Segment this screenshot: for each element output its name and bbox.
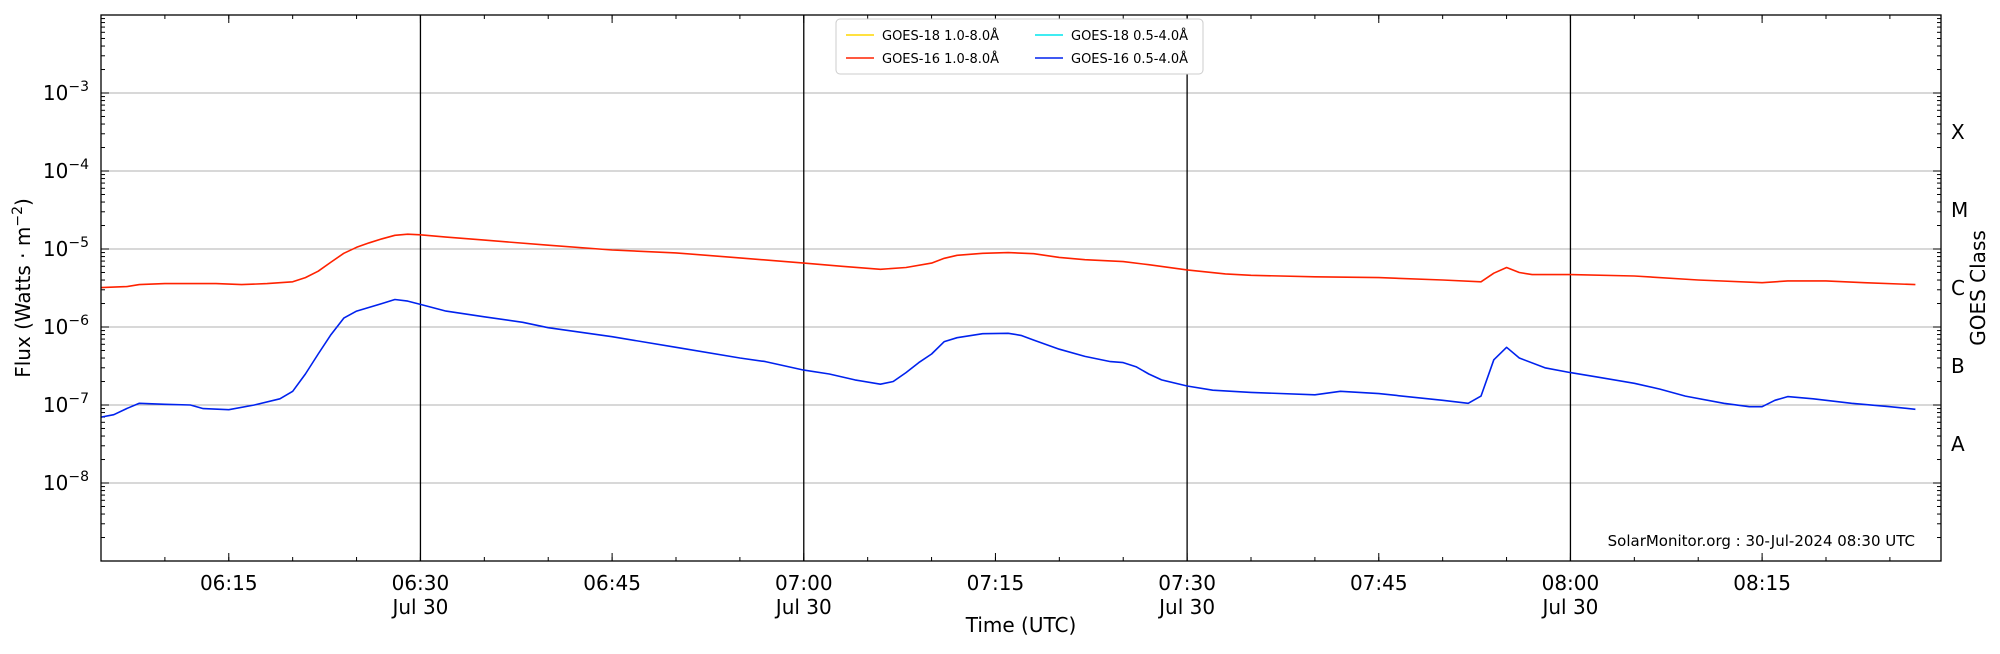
x-tick-label: 06:45 <box>583 571 641 595</box>
legend-entry: GOES-18 0.5-4.0Å <box>1071 28 1188 44</box>
y-tick-label: 10−8 <box>43 469 89 495</box>
x-tick-label: 08:00 <box>1542 571 1600 595</box>
right-axis-title: GOES Class <box>1966 230 1990 346</box>
legend-entry: GOES-16 1.0-8.0Å <box>882 51 999 67</box>
series-line <box>100 298 1916 418</box>
y-axis-title: Flux (Watts · m−2) <box>10 198 35 378</box>
goes-class-label: C <box>1951 276 1965 300</box>
x-tick-label: 06:15 <box>200 571 258 595</box>
x-tick-sublabel: Jul 30 <box>774 595 832 619</box>
watermark-text: SolarMonitor.org : 30-Jul-2024 08:30 UTC <box>1608 532 1915 550</box>
goes-class-label: M <box>1951 198 1968 222</box>
x-tick-sublabel: Jul 30 <box>1540 595 1598 619</box>
x-tick-label: 07:45 <box>1350 571 1408 595</box>
x-tick-label: 08:15 <box>1733 571 1791 595</box>
x-tick-sublabel: Jul 30 <box>390 595 448 619</box>
legend: GOES-18 1.0-8.0Å GOES-16 1.0-8.0Å GOES-18 … <box>835 18 1204 75</box>
series-line <box>100 233 1916 289</box>
x-tick-label: 06:30 <box>392 571 450 595</box>
legend-entry: GOES-16 0.5-4.0Å <box>1071 51 1188 67</box>
x-tick-label: 07:30 <box>1158 571 1216 595</box>
x-tick-label: 07:00 <box>775 571 833 595</box>
y-tick-label: 10−6 <box>43 313 89 339</box>
legend-box <box>835 18 1204 75</box>
x-axis-title: Time (UTC) <box>965 613 1077 637</box>
goes-class-label: B <box>1951 354 1965 378</box>
y-tick-label: 10−5 <box>43 235 89 261</box>
plot-frame <box>100 14 1942 562</box>
y-tick-label: 10−7 <box>43 391 89 417</box>
x-tick-label: 07:15 <box>967 571 1025 595</box>
y-tick-label: 10−4 <box>43 157 89 183</box>
x-tick-sublabel: Jul 30 <box>1157 595 1215 619</box>
legend-entry: GOES-18 1.0-8.0Å <box>882 28 999 44</box>
goes-class-label: X <box>1951 120 1965 144</box>
goes-class-label: A <box>1951 432 1965 456</box>
y-tick-label: 10−3 <box>43 79 89 105</box>
